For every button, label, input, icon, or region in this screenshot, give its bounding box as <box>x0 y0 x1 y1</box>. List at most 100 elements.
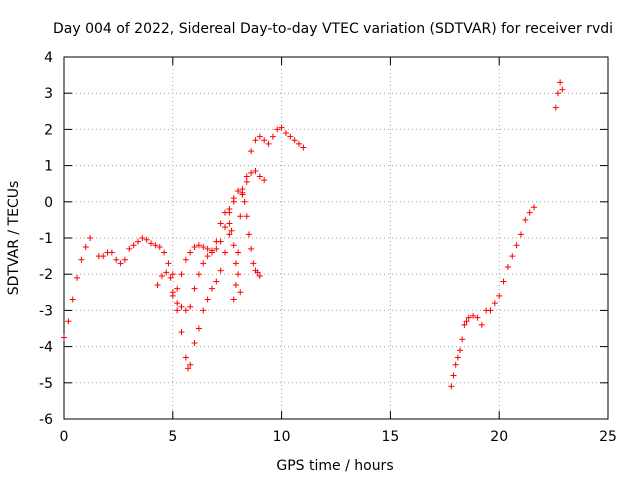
data-point <box>241 198 248 205</box>
data-point <box>200 244 207 251</box>
data-point <box>204 296 211 303</box>
data-point <box>454 354 461 361</box>
data-point <box>161 249 168 256</box>
data-point <box>143 236 150 243</box>
data-point <box>300 144 307 151</box>
x-tick-labels: 0 5 10 15 20 25 <box>60 429 617 445</box>
data-point <box>178 271 185 278</box>
data-point <box>248 148 255 155</box>
data-point <box>195 271 202 278</box>
y-tick-label: -4 <box>39 340 53 356</box>
data-point <box>526 209 533 216</box>
data-point <box>478 321 485 328</box>
data-point <box>557 79 564 86</box>
data-point <box>265 140 272 147</box>
data-point <box>230 195 237 202</box>
data-point <box>237 289 244 296</box>
x-axis-label: GPS time / hours <box>276 458 393 474</box>
data-point <box>252 137 259 144</box>
data-point <box>248 245 255 252</box>
data-point <box>291 137 298 144</box>
data-point <box>256 173 263 180</box>
data-point <box>174 285 181 292</box>
data-point <box>178 329 185 336</box>
data-point <box>509 253 516 260</box>
data-point <box>235 187 242 194</box>
grid-layer <box>64 57 608 419</box>
y-tick-label: -5 <box>39 376 53 392</box>
data-point <box>191 339 198 346</box>
data-point <box>254 269 261 276</box>
data-point <box>517 231 524 238</box>
data-point <box>554 90 561 97</box>
data-point <box>208 285 215 292</box>
data-point <box>261 177 268 184</box>
data-point <box>230 296 237 303</box>
data-point <box>296 140 303 147</box>
data-point <box>226 209 233 216</box>
data-point <box>256 133 263 140</box>
data-point <box>457 347 464 354</box>
data-point <box>243 173 250 180</box>
data-point <box>274 126 281 133</box>
data-point <box>82 244 89 251</box>
data-point <box>450 372 457 379</box>
data-point <box>169 271 176 278</box>
data-point <box>167 274 174 281</box>
data-point <box>139 235 146 241</box>
data-point <box>187 249 194 256</box>
data-point <box>559 86 566 93</box>
data-point <box>152 242 159 249</box>
data-point <box>228 227 235 234</box>
data-point <box>187 361 194 368</box>
data-point <box>226 231 233 238</box>
data-point <box>213 278 220 285</box>
data-point <box>100 253 107 260</box>
data-point <box>461 321 468 328</box>
data-point <box>261 137 268 144</box>
data-point <box>552 104 559 111</box>
data-point <box>531 204 538 211</box>
x-tick-label: 15 <box>381 429 399 445</box>
data-point <box>243 213 250 220</box>
data-point <box>235 249 242 256</box>
data-point <box>500 278 507 285</box>
data-point <box>496 292 503 299</box>
data-point <box>158 273 165 280</box>
data-point <box>491 300 498 307</box>
data-point <box>191 244 198 251</box>
data-point <box>222 224 229 231</box>
data-point <box>232 282 239 289</box>
data-point <box>252 168 259 175</box>
data-point <box>87 235 94 241</box>
data-point <box>148 240 155 247</box>
data-point <box>195 325 202 332</box>
data-point <box>504 263 511 270</box>
data-point <box>217 220 224 227</box>
data-point <box>452 361 459 368</box>
data-point <box>217 267 224 274</box>
data-point <box>204 245 211 252</box>
data-point <box>269 133 276 140</box>
data-point <box>182 307 189 314</box>
data-series <box>448 204 538 390</box>
y-tick-labels: -6 -5 -4 -3 -2 -1 0 1 2 3 4 <box>39 50 53 428</box>
data-point <box>217 238 224 245</box>
data-series <box>239 168 268 196</box>
data-point <box>65 318 72 325</box>
data-point <box>226 220 233 227</box>
x-tick-label: 0 <box>60 429 69 445</box>
data-series <box>230 191 263 303</box>
y-tick-label: -2 <box>39 267 53 283</box>
data-point <box>200 307 207 314</box>
chart-title: Day 004 of 2022, Sidereal Day-to-day VTE… <box>53 21 613 37</box>
y-tick-label: -1 <box>39 231 53 247</box>
y-tick-label: -3 <box>39 303 53 319</box>
data-point <box>78 256 85 263</box>
data-point <box>174 300 181 307</box>
y-tick-label: -6 <box>39 412 53 428</box>
x-tick-label: 5 <box>168 429 177 445</box>
x-tick-label: 25 <box>599 429 617 445</box>
data-point <box>117 260 124 267</box>
data-point <box>182 256 189 263</box>
